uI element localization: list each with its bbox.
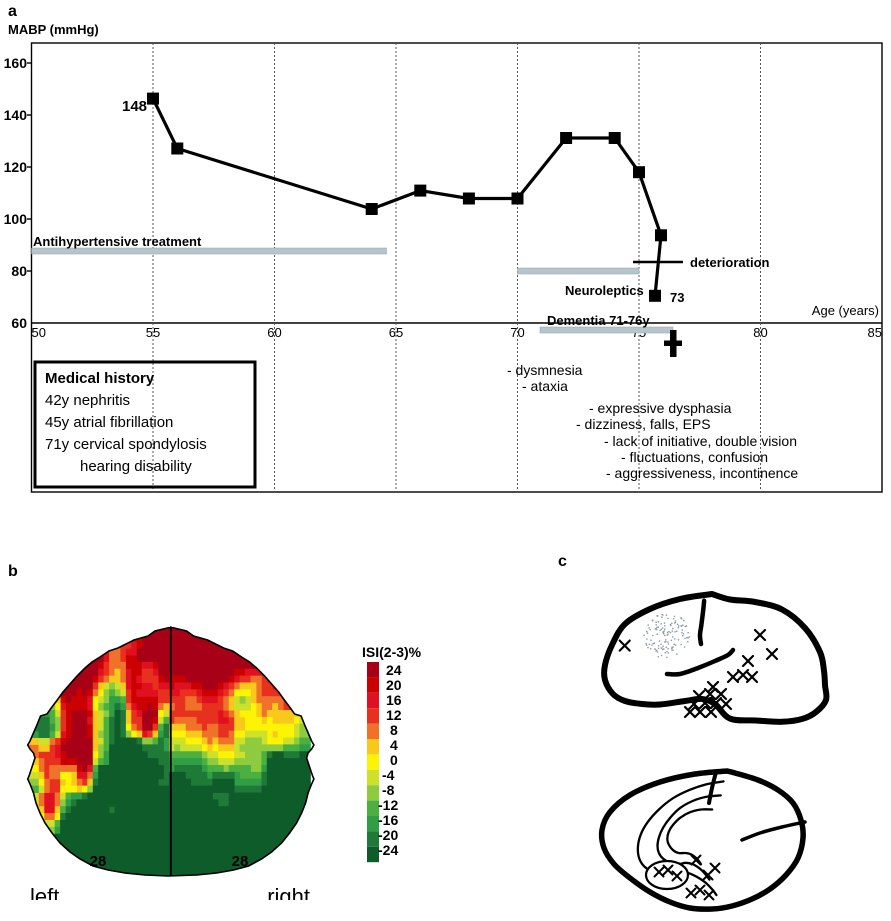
svg-text:8: 8	[390, 722, 398, 738]
svg-text:deterioration: deterioration	[690, 255, 770, 270]
svg-text:c: c	[558, 553, 567, 570]
svg-text:12: 12	[386, 707, 402, 723]
svg-text:- dysmnesia: - dysmnesia	[507, 362, 583, 378]
svg-text:73: 73	[670, 290, 684, 305]
svg-text:right: right	[267, 884, 310, 900]
svg-text:65: 65	[389, 325, 403, 340]
svg-text:80: 80	[753, 325, 767, 340]
svg-text:60: 60	[267, 325, 281, 340]
svg-text:20: 20	[386, 677, 402, 693]
svg-text:-4: -4	[382, 767, 395, 783]
svg-text:28: 28	[232, 853, 249, 870]
svg-text:- fluctuations, confusion: - fluctuations, confusion	[621, 449, 768, 465]
svg-text:85: 85	[868, 325, 882, 340]
svg-text:24: 24	[386, 662, 402, 678]
svg-text:- expressive dysphasia: - expressive dysphasia	[589, 400, 732, 416]
svg-text:hearing disability: hearing disability	[80, 458, 192, 475]
svg-text:50: 50	[32, 325, 46, 340]
svg-text:71y cervical spondylosis: 71y cervical spondylosis	[45, 436, 207, 453]
svg-text:-24: -24	[378, 842, 398, 858]
svg-text:b: b	[8, 563, 18, 580]
svg-text:- lack of initiative, double v: - lack of initiative, double vision	[604, 433, 797, 449]
svg-text:60: 60	[11, 315, 27, 331]
svg-text:Age (years): Age (years)	[812, 303, 879, 318]
svg-text:left: left	[30, 884, 59, 900]
svg-text:-16: -16	[378, 812, 398, 828]
svg-text:55: 55	[146, 325, 160, 340]
svg-text:Dementia 71-76y: Dementia 71-76y	[547, 313, 650, 328]
svg-text:ISI(2-3)%: ISI(2-3)%	[362, 644, 422, 660]
svg-text:- ataxia: - ataxia	[522, 378, 568, 394]
svg-text:-20: -20	[378, 827, 398, 843]
svg-text:70: 70	[510, 325, 524, 340]
svg-text:0: 0	[390, 752, 398, 768]
svg-text:MABP (mmHg): MABP (mmHg)	[8, 22, 99, 37]
svg-text:Antihypertensive treatment: Antihypertensive treatment	[33, 234, 202, 249]
svg-text:28: 28	[90, 853, 107, 870]
svg-text:16: 16	[386, 692, 402, 708]
svg-text:a: a	[8, 3, 17, 20]
svg-text:80: 80	[11, 263, 27, 279]
svg-text:100: 100	[4, 211, 28, 227]
svg-text:120: 120	[4, 159, 28, 175]
svg-text:148: 148	[122, 98, 147, 115]
svg-text:- dizziness, falls, EPS: - dizziness, falls, EPS	[576, 416, 711, 432]
svg-text:Neuroleptics: Neuroleptics	[565, 283, 644, 298]
svg-text:160: 160	[4, 55, 28, 71]
svg-text:Medical history: Medical history	[45, 370, 155, 387]
svg-text:42y nephritis: 42y nephritis	[45, 392, 130, 409]
svg-text:45y atrial fibrillation: 45y atrial fibrillation	[45, 414, 173, 431]
svg-text:- aggressiveness, incontinence: - aggressiveness, incontinence	[606, 465, 798, 481]
svg-text:-12: -12	[378, 797, 398, 813]
svg-text:-8: -8	[382, 782, 395, 798]
svg-text:140: 140	[4, 107, 28, 123]
svg-text:4: 4	[390, 737, 398, 753]
